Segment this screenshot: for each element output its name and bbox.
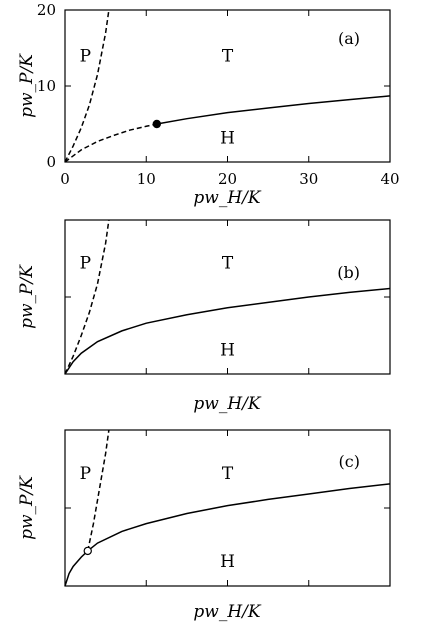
panel-tag-b: (b)	[337, 263, 360, 282]
x-tick-label-20: 20	[218, 170, 237, 188]
boundary-curve-a-0	[64, 9, 110, 163]
region-label-a-p: P	[80, 47, 91, 67]
panel-tag-a: (a)	[338, 29, 360, 48]
boundary-curve-a-2	[156, 95, 391, 125]
x-tick-label-0: 0	[60, 170, 70, 188]
tick-marks-c	[64, 429, 391, 587]
panel-tag-c: (c)	[339, 452, 360, 471]
boundary-curve-a-1	[64, 123, 157, 163]
y-axis-title-a: pw_P/K	[17, 53, 37, 118]
x-tick-label-10: 10	[137, 170, 156, 188]
boundary-curve-c-1	[64, 483, 391, 587]
panel-a: 0 10 20 30 40 0 10 20 pw_H/K pw_P/K (a) …	[17, 1, 400, 208]
region-label-a-t: T	[222, 47, 234, 67]
tick-marks-b	[64, 219, 391, 375]
x-axis-title-c: pw_H/K	[193, 602, 261, 622]
x-axis-title-a: pw_H/K	[193, 188, 261, 208]
boundary-curve-b-0	[64, 219, 110, 375]
x-axis-title-b: pw_H/K	[193, 394, 261, 414]
y-axis-title-b: pw_P/K	[17, 264, 37, 329]
x-tick-label-30: 30	[299, 170, 318, 188]
curves-a	[64, 9, 391, 163]
region-label-b-h: H	[220, 340, 235, 360]
critical-point-marker-a-0	[152, 119, 162, 129]
y-tick-label-20: 20	[37, 1, 56, 19]
region-label-c-h: H	[220, 552, 235, 572]
panel-b: pw_H/K pw_P/K (b) P T H	[17, 219, 391, 414]
boundary-curve-b-1	[64, 287, 391, 375]
region-label-b-t: T	[222, 253, 234, 273]
region-label-b-p: P	[80, 253, 91, 273]
y-tick-label-10: 10	[37, 77, 56, 95]
boundary-curve-c-0	[87, 429, 110, 552]
region-label-a-h: H	[220, 129, 235, 149]
tick-marks-a	[64, 9, 391, 163]
curves-c	[64, 429, 391, 587]
x-tick-label-40: 40	[380, 170, 399, 188]
y-axis-title-c: pw_P/K	[17, 475, 37, 540]
critical-point-marker-c-0	[83, 546, 92, 556]
y-tick-label-0: 0	[46, 153, 56, 171]
region-label-c-p: P	[80, 464, 91, 484]
curves-b	[64, 219, 391, 375]
panel-c: pw_H/K pw_P/K (c) P T H	[17, 429, 391, 622]
region-label-c-t: T	[222, 464, 234, 484]
